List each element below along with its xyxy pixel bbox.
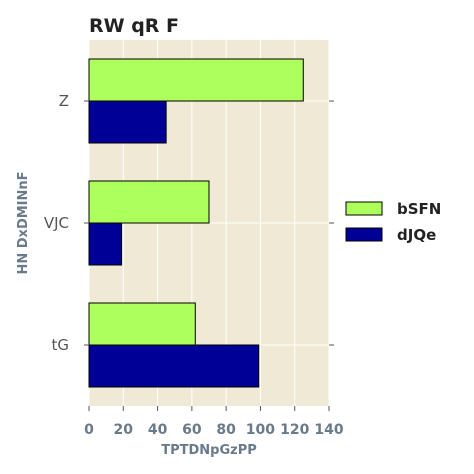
x-tick-label: 60 bbox=[182, 422, 202, 438]
bar-bSFN-VJC bbox=[88, 180, 210, 224]
bar-bSFN-Z bbox=[88, 58, 304, 102]
y-tick-label: VJC bbox=[44, 214, 69, 232]
x-tick-label: 20 bbox=[114, 422, 134, 438]
legend: bSFN dJQe bbox=[345, 200, 441, 244]
x-tick-label: 140 bbox=[314, 422, 343, 438]
bar-bSFN-tG bbox=[88, 302, 196, 346]
y-axis-label: HN DxDMINnF bbox=[16, 171, 31, 274]
legend-swatch-bSFN bbox=[345, 201, 383, 216]
y-tick-label: Z bbox=[59, 92, 69, 110]
bars bbox=[88, 58, 304, 388]
x-tick-label: 0 bbox=[84, 422, 94, 438]
legend-label-dJQe: dJQe bbox=[397, 226, 436, 244]
legend-label-bSFN: bSFN bbox=[397, 200, 441, 218]
chart-title: RW qR F bbox=[89, 15, 179, 37]
legend-swatch-dJQe bbox=[345, 227, 383, 242]
x-tick-label: 40 bbox=[148, 422, 168, 438]
bar-dJQe-VJC bbox=[88, 222, 123, 266]
x-tick-label: 120 bbox=[280, 422, 309, 438]
x-tick-label: 80 bbox=[216, 422, 236, 438]
bar-dJQe-tG bbox=[88, 344, 260, 388]
ticks: 0 20 40 60 80 100 120 140 Z VJC tG bbox=[44, 92, 344, 438]
x-tick-label: 100 bbox=[246, 422, 275, 438]
bar-dJQe-Z bbox=[88, 100, 167, 144]
y-tick-label: tG bbox=[51, 336, 69, 354]
x-axis-label: TPTDNpGzPP bbox=[161, 443, 257, 458]
